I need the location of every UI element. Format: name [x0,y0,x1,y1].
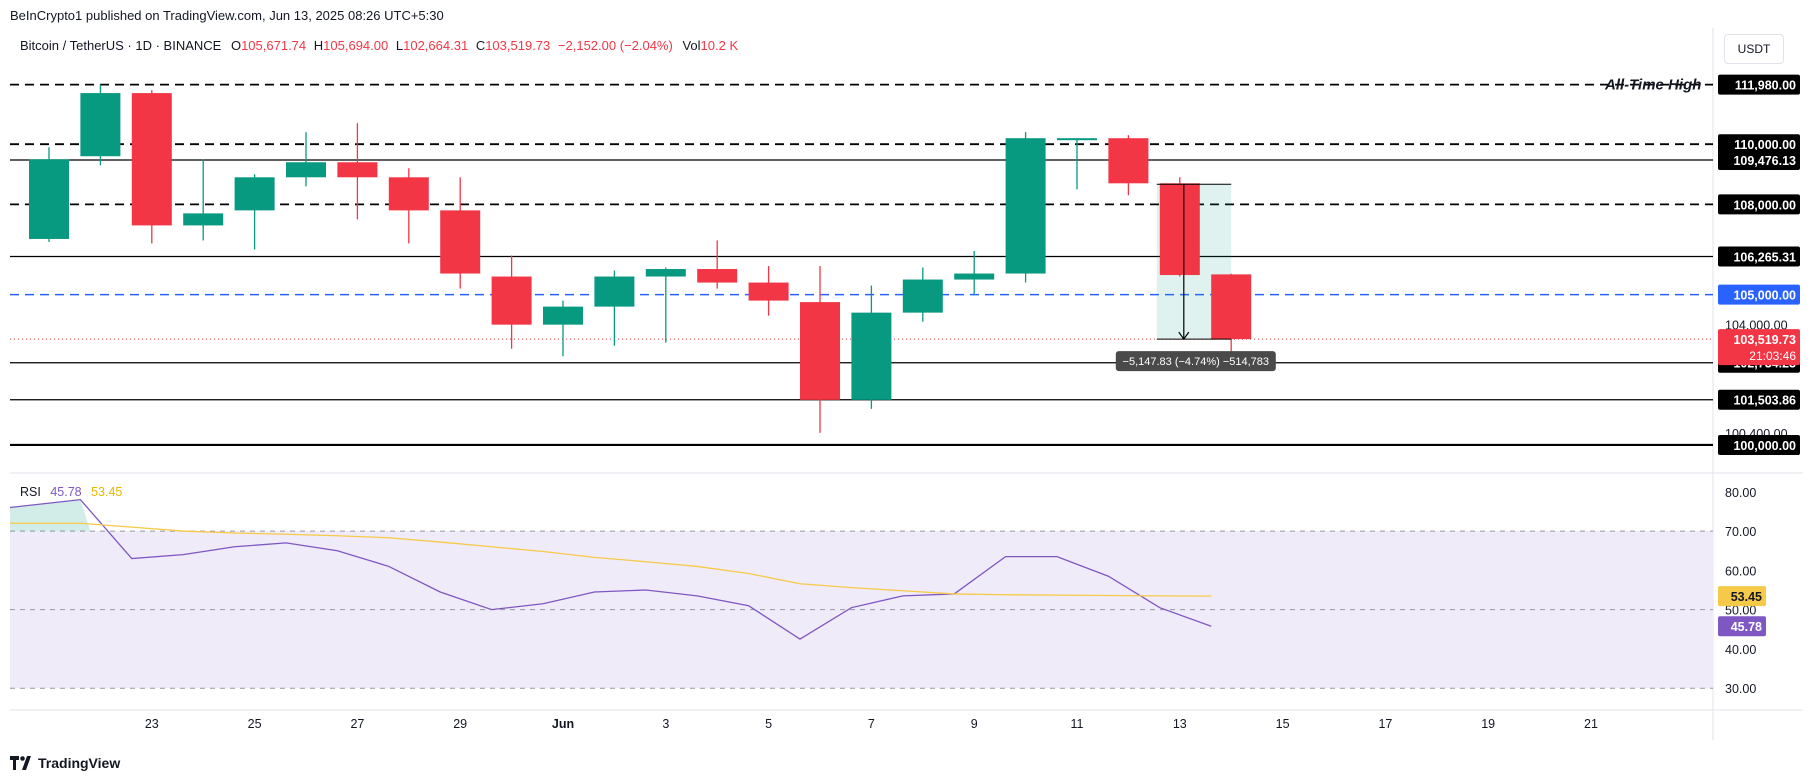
current-price-tag-bg[interactable] [1718,329,1800,366]
time-axis-tick-4: Jun [552,717,574,731]
rsi-axis-tick-4: 40.00 [1725,643,1756,657]
candle-body-12[interactable] [645,269,686,277]
current-price-tag: 103,519.73 [1733,333,1796,347]
bar-countdown: 21:03:46 [1749,349,1796,363]
level-tag-4: 106,265.31 [1733,251,1796,265]
candle-body-22[interactable] [1159,183,1200,276]
high-label: H [313,38,324,53]
candle-body-10[interactable] [543,306,583,325]
candle-body-11[interactable] [594,276,635,307]
ath-annotation: All-Time High [1604,77,1701,94]
time-axis-tick-6: 5 [765,717,772,731]
rsi-title[interactable]: RSI [20,485,41,499]
level-tag-7: 101,503.86 [1733,394,1796,408]
rsi-legend: RSI 45.78 53.45 [20,485,122,499]
candle-body-15[interactable] [800,302,840,400]
candle-body-7[interactable] [388,177,429,211]
candle-body-18[interactable] [954,273,995,280]
close-value: 103,519.73 [485,38,551,53]
rsi-overbought-fill [10,499,91,532]
candle-body-17[interactable] [902,279,943,313]
time-axis-tick-12: 17 [1378,717,1392,731]
open-label: O [230,38,242,53]
measure-label-bg [1115,351,1276,372]
candle-body-19[interactable] [1005,138,1046,274]
candle-body-4[interactable] [234,177,275,211]
level-tag-3: 108,000.00 [1733,198,1796,212]
time-axis-tick-7: 7 [868,717,875,731]
candle-body-16[interactable] [851,312,892,400]
rsi-ma-tag: 53.45 [1731,590,1762,604]
rsi-tag-bg[interactable] [1718,616,1766,637]
rsi-ma-tag-bg[interactable] [1718,586,1766,607]
candle-body-21[interactable] [1108,138,1149,184]
symbol-name[interactable]: Bitcoin / TetherUS · 1D · BINANCE [20,38,222,53]
time-axis-tick-13: 19 [1481,717,1495,731]
time-axis-tick-1: 25 [248,717,262,731]
rsi-line[interactable] [9,498,1212,640]
time-axis-tick-2: 27 [350,717,364,731]
time-axis-tick-14: 21 [1584,717,1598,731]
low-label: L [395,38,404,53]
tradingview-brand[interactable]: TradingView [10,755,120,771]
rsi-tag: 45.78 [1731,620,1762,634]
rsi-axis-tick-2: 60.00 [1725,564,1756,578]
candle-body-13[interactable] [697,269,738,283]
tradingview-logo-icon [10,756,31,770]
level-tag-1: 110,000.00 [1734,138,1796,152]
time-axis-tick-5: 3 [662,717,669,731]
time-axis-tick-10: 13 [1173,717,1187,731]
measure-arrowhead-icon [1178,331,1190,341]
change-value: −2,152.00 (−2.04%) [557,38,673,53]
time-axis-tick-8: 9 [971,717,978,731]
level-tag-bg-5[interactable] [1718,284,1800,305]
time-axis-tick-3: 29 [453,717,467,731]
level-tag-bg-4[interactable] [1718,246,1800,267]
candle-body-14[interactable] [748,282,789,301]
candle-body-6[interactable] [337,162,378,178]
candle-body-0[interactable] [29,159,69,239]
measure-label: −5,147.83 (−4.74%) −514,783 [1123,356,1269,368]
rsi-axis-tick-3: 50.00 [1725,604,1756,618]
candle-body-23[interactable] [1211,274,1252,340]
level-tag-bg-8[interactable] [1718,434,1800,455]
tradingview-label: TradingView [38,755,121,771]
volume-label: Vol [682,38,701,53]
symbol-legend: Bitcoin / TetherUS · 1D · BINANCE O105,6… [20,38,738,53]
publisher-header: BeInCrypto1 published on TradingView.com… [10,8,444,23]
time-axis-tick-9: 11 [1071,717,1084,731]
low-value: 102,664.31 [403,38,469,53]
close-label: C [475,38,486,53]
high-value: 105,694.00 [323,38,389,53]
candle-body-2[interactable] [131,93,172,226]
level-tag-5: 105,000.00 [1733,289,1796,303]
candle-body-5[interactable] [286,162,326,178]
candle-body-20[interactable] [1057,138,1097,141]
currency-selector[interactable]: USDT [1724,34,1784,64]
time-axis-tick-0: 23 [145,717,159,731]
rsi-ma-value: 53.45 [91,485,123,499]
rsi-axis-tick-1: 70.00 [1725,525,1756,539]
rsi-axis-tick-5: 30.00 [1725,682,1756,696]
level-tag-bg-1[interactable] [1718,134,1800,155]
candle-body-9[interactable] [491,276,532,325]
rsi-value: 45.78 [50,485,82,499]
level-tag-2: 109,476.13 [1733,154,1796,168]
candle-body-1[interactable] [80,93,121,157]
volume-value: 10.2 K [700,38,739,53]
level-tag-bg-2[interactable] [1718,149,1800,170]
level-tag-0: 111,980.00 [1735,79,1796,93]
candle-body-3[interactable] [183,213,224,226]
candle-body-8[interactable] [440,210,481,274]
open-value: 105,671.74 [241,38,307,53]
time-axis-tick-11: 15 [1276,717,1290,731]
rsi-ma-line[interactable] [10,522,1212,597]
level-tag-bg-7[interactable] [1718,389,1800,410]
level-tag-bg-0[interactable] [1718,74,1800,95]
level-tag-bg-3[interactable] [1718,194,1800,215]
rsi-axis-tick-0: 80.00 [1725,486,1756,500]
level-tag-8: 100,000.00 [1733,439,1796,453]
